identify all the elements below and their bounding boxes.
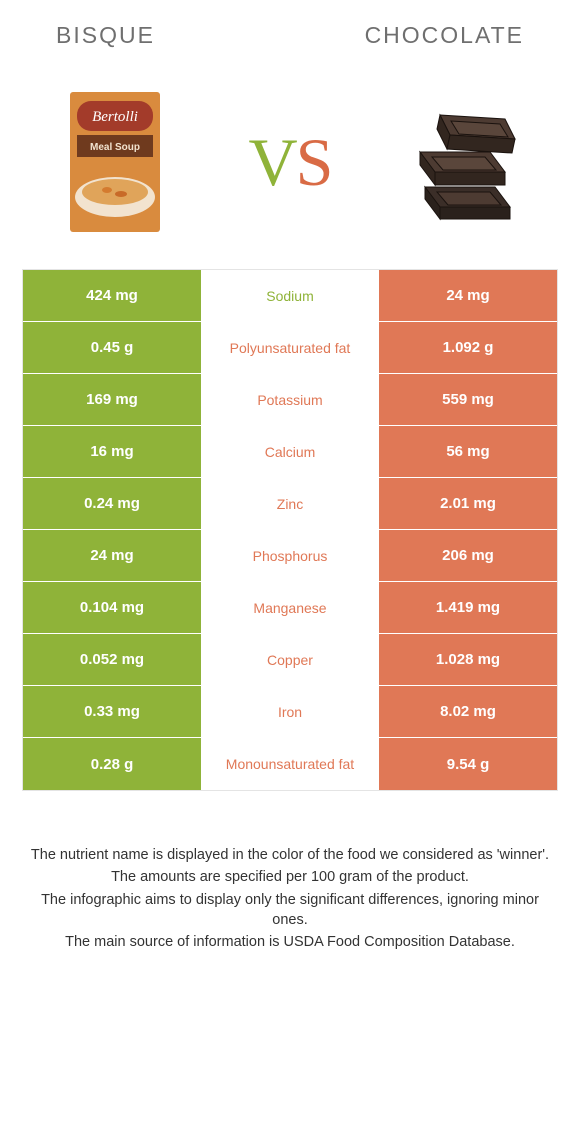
nutrient-name: Phosphorus: [201, 530, 379, 581]
nutrient-name: Calcium: [201, 426, 379, 477]
left-value: 0.104 mg: [23, 582, 201, 633]
right-value: 24 mg: [379, 270, 557, 321]
right-value: 2.01 mg: [379, 478, 557, 529]
right-value: 8.02 mg: [379, 686, 557, 737]
left-value: 169 mg: [23, 374, 201, 425]
table-row: 16 mgCalcium56 mg: [23, 426, 557, 478]
table-row: 169 mgPotassium559 mg: [23, 374, 557, 426]
vs-label: VS: [249, 123, 332, 202]
table-row: 0.28 gMonounsaturated fat9.54 g: [23, 738, 557, 790]
right-value: 559 mg: [379, 374, 557, 425]
left-value: 24 mg: [23, 530, 201, 581]
nutrient-comparison-table: 424 mgSodium24 mg0.45 gPolyunsaturated f…: [22, 269, 558, 791]
left-value: 0.33 mg: [23, 686, 201, 737]
table-row: 24 mgPhosphorus206 mg: [23, 530, 557, 582]
footer-line-1: The nutrient name is displayed in the co…: [28, 845, 552, 865]
bisque-image: Bertolli Meal Soup: [40, 87, 190, 237]
left-value: 0.28 g: [23, 738, 201, 790]
table-row: 0.24 mgZinc2.01 mg: [23, 478, 557, 530]
table-row: 0.052 mgCopper1.028 mg: [23, 634, 557, 686]
table-row: 0.45 gPolyunsaturated fat1.092 g: [23, 322, 557, 374]
chocolate-image: [390, 87, 540, 237]
footer-line-3: The infographic aims to display only the…: [28, 890, 552, 931]
right-value: 56 mg: [379, 426, 557, 477]
nutrient-name: Polyunsaturated fat: [201, 322, 379, 373]
nutrient-name: Zinc: [201, 478, 379, 529]
nutrient-name: Copper: [201, 634, 379, 685]
nutrient-name: Monounsaturated fat: [201, 738, 379, 790]
left-value: 0.052 mg: [23, 634, 201, 685]
left-value: 424 mg: [23, 270, 201, 321]
footer-line-2: The amounts are specified per 100 gram o…: [28, 867, 552, 887]
right-value: 1.419 mg: [379, 582, 557, 633]
right-value: 1.028 mg: [379, 634, 557, 685]
right-food-title: CHOCOLATE: [365, 22, 524, 49]
svg-text:Bertolli: Bertolli: [92, 109, 138, 125]
left-value: 16 mg: [23, 426, 201, 477]
nutrient-name: Iron: [201, 686, 379, 737]
table-row: 424 mgSodium24 mg: [23, 270, 557, 322]
right-value: 1.092 g: [379, 322, 557, 373]
right-value: 206 mg: [379, 530, 557, 581]
table-row: 0.104 mgManganese1.419 mg: [23, 582, 557, 634]
nutrient-name: Potassium: [201, 374, 379, 425]
vs-s: S: [296, 124, 332, 200]
vs-v: V: [249, 124, 296, 200]
left-value: 0.24 mg: [23, 478, 201, 529]
nutrient-name: Manganese: [201, 582, 379, 633]
left-value: 0.45 g: [23, 322, 201, 373]
left-food-title: BISQUE: [56, 22, 155, 49]
table-row: 0.33 mgIron8.02 mg: [23, 686, 557, 738]
right-value: 9.54 g: [379, 738, 557, 790]
footer-notes: The nutrient name is displayed in the co…: [28, 845, 552, 952]
nutrient-name: Sodium: [201, 270, 379, 321]
svg-text:Meal Soup: Meal Soup: [90, 142, 140, 153]
footer-line-4: The main source of information is USDA F…: [28, 932, 552, 952]
